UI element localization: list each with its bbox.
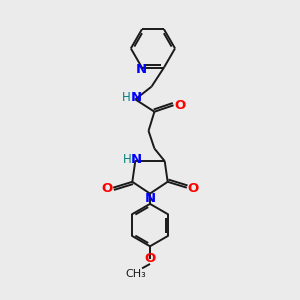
Text: O: O <box>174 99 186 112</box>
Text: N: N <box>130 91 141 104</box>
Text: N: N <box>144 192 156 206</box>
Text: N: N <box>136 63 147 76</box>
Text: H: H <box>122 91 130 104</box>
Text: O: O <box>144 252 156 265</box>
Text: O: O <box>101 182 112 195</box>
Text: H: H <box>123 153 131 166</box>
Text: O: O <box>188 182 199 195</box>
Text: CH₃: CH₃ <box>126 269 146 279</box>
Text: N: N <box>131 153 142 166</box>
